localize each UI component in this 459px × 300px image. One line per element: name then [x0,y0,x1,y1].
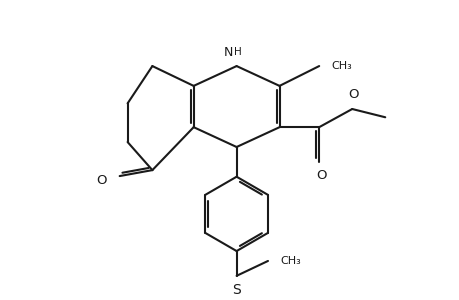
Text: N: N [223,46,232,59]
Text: CH₃: CH₃ [330,61,351,71]
Text: H: H [233,47,241,57]
Text: S: S [232,283,241,297]
Text: O: O [347,88,358,101]
Text: O: O [96,173,106,187]
Text: CH₃: CH₃ [279,256,300,266]
Text: O: O [315,169,326,182]
